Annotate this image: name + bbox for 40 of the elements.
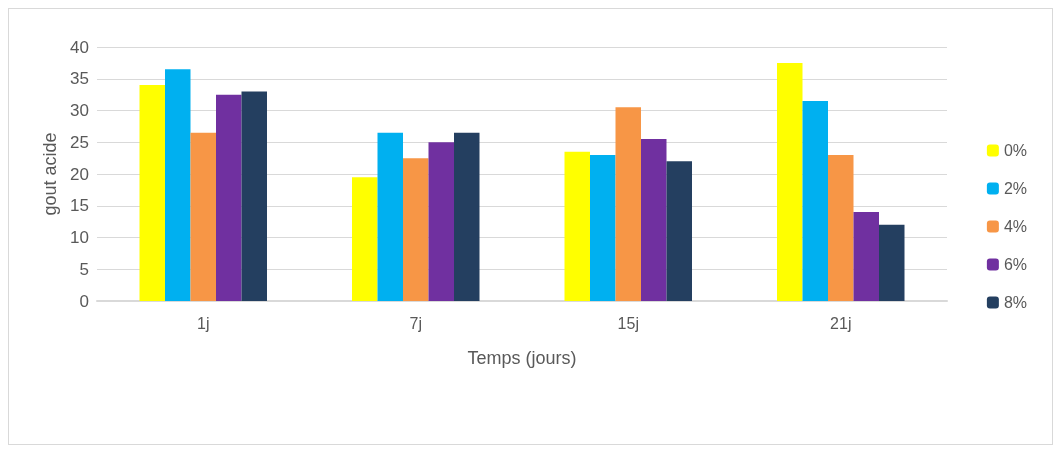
x-tick-label: 1j bbox=[197, 314, 210, 332]
bar bbox=[403, 158, 429, 301]
bar bbox=[641, 139, 667, 301]
y-tick-label: 15 bbox=[70, 196, 89, 216]
x-tick-label: 15j bbox=[617, 314, 639, 332]
legend-label: 6% bbox=[1003, 256, 1027, 273]
legend-label: 4% bbox=[1003, 218, 1027, 235]
y-axis-title: gout acide bbox=[40, 132, 60, 216]
y-tick-label: 0 bbox=[79, 291, 89, 311]
bar bbox=[216, 94, 242, 301]
bar bbox=[241, 91, 267, 301]
legend-label: 8% bbox=[1003, 294, 1027, 311]
y-tick-label: 20 bbox=[70, 164, 89, 184]
bar bbox=[828, 154, 854, 301]
bar bbox=[777, 62, 803, 301]
y-tick-label: 25 bbox=[70, 132, 89, 152]
y-tick-label: 40 bbox=[70, 37, 89, 57]
bar bbox=[590, 154, 616, 301]
y-tick-label: 30 bbox=[70, 101, 89, 120]
bar bbox=[190, 132, 216, 301]
bar bbox=[454, 132, 480, 301]
bar bbox=[802, 100, 828, 301]
legend-label: 2% bbox=[1003, 180, 1027, 197]
y-tick-label: 10 bbox=[70, 228, 89, 247]
bar bbox=[853, 212, 879, 301]
bar bbox=[564, 151, 590, 301]
y-tick-label: 35 bbox=[70, 69, 89, 89]
y-tick-label: 5 bbox=[79, 259, 89, 279]
x-axis-title: Temps (jours) bbox=[467, 348, 577, 368]
bar bbox=[615, 107, 641, 301]
x-tick-label: 7j bbox=[409, 314, 422, 332]
bar bbox=[165, 69, 191, 301]
bar bbox=[428, 142, 454, 301]
bar bbox=[666, 161, 692, 301]
bar bbox=[352, 177, 378, 301]
legend-label: 0% bbox=[1003, 142, 1027, 159]
bar bbox=[377, 132, 403, 301]
x-tick-label: 21j bbox=[830, 314, 852, 332]
bar bbox=[139, 85, 165, 301]
bar bbox=[879, 224, 905, 301]
